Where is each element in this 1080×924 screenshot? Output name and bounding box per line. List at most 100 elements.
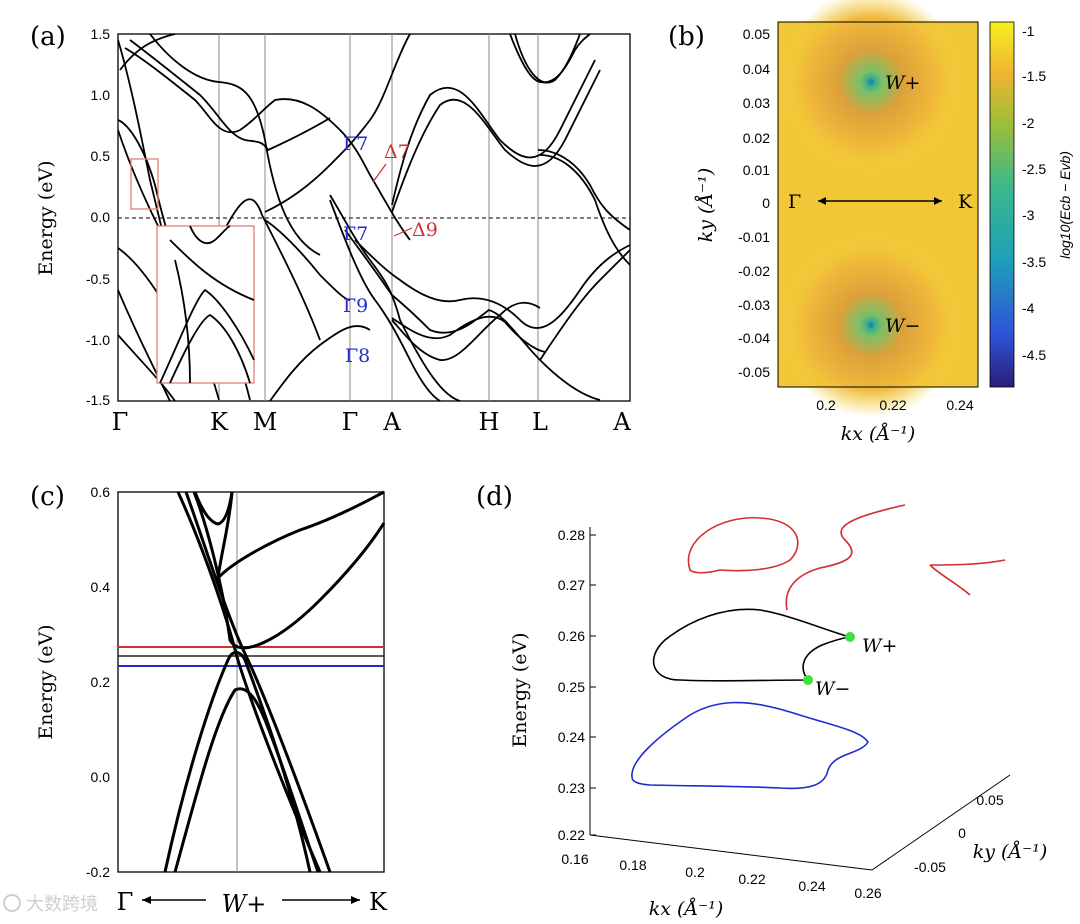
ytick-b-3: 0.02	[743, 130, 770, 146]
ytick-a-3: 0.0	[91, 209, 111, 225]
ytick-a-4: -0.5	[86, 271, 110, 287]
kpoint-label-0: Γ	[112, 408, 129, 436]
panel-b-xlabel: kx (Å⁻¹)	[841, 423, 915, 445]
panel-a-yticks: 1.5 1.0 0.5 0.0 -0.5 -1.0 -1.5	[86, 26, 110, 408]
weyl-plus-point	[868, 79, 874, 85]
ytick-b-0: 0.05	[743, 26, 770, 42]
ztick-d-0: 0.28	[558, 527, 585, 543]
ytick-a-6: -1.5	[86, 392, 110, 408]
panel-a-ylabel: Energy (eV)	[35, 160, 57, 275]
ytick-b-10: -0.05	[738, 364, 770, 380]
label-w-minus-d: W−	[815, 678, 850, 700]
cbar-tick-5: -3.5	[1022, 254, 1046, 270]
kpoint-label-5: H	[479, 408, 500, 436]
panel-d-xticks: 0.16 0.18 0.2 0.22 0.24 0.26	[561, 851, 881, 901]
label-gamma-b: Γ	[788, 191, 801, 213]
xtick-d-4: 0.24	[798, 878, 825, 894]
panel-c-yticks: 0.6 0.4 0.2 0.0 -0.2	[86, 484, 110, 880]
ytick-c-0: 0.6	[91, 484, 111, 500]
kytick-d-2: -0.05	[914, 859, 946, 875]
label-w-plus-b: W+	[885, 72, 920, 94]
zoom-box-small	[130, 158, 159, 210]
panel-c: (c) 0.6 0.4 0.2 0.0 -0.2 Energy (eV) Γ W…	[30, 482, 388, 918]
label-gamma9: Γ9	[343, 295, 368, 317]
arrowhead-gamma	[142, 896, 151, 904]
panel-c-label: (c)	[30, 482, 65, 512]
colorbar-ticks: -1 -1.5 -2 -2.5 -3 -3.5 -4 -4.5	[1022, 23, 1046, 363]
panel-d-zticks-marks	[590, 534, 596, 836]
label-gamma8: Γ8	[345, 345, 370, 367]
xtick-b-0: 0.2	[816, 397, 836, 413]
panel-b-label: (b)	[668, 22, 705, 52]
cbar-tick-2: -2	[1022, 115, 1035, 131]
panel-d-zticks: 0.28 0.27 0.26 0.25 0.24 0.23 0.22	[558, 527, 585, 843]
ytick-b-2: 0.03	[743, 95, 770, 111]
panel-d: (d) 0.28 0.27 0.26 0.25 0.24 0.23 0.22 E…	[476, 482, 1047, 920]
arrow-delta7	[372, 163, 387, 183]
xtick-d-0: 0.16	[561, 851, 588, 867]
label-gamma7-lower: Γ7	[343, 223, 368, 245]
xlabel-c-wplus: W+	[222, 890, 267, 918]
colorbar	[989, 21, 1015, 388]
kpoint-label-6: L	[532, 408, 548, 436]
panel-a-label: (a)	[30, 22, 66, 52]
label-w-plus-d: W+	[862, 635, 897, 657]
zoom-box-large	[156, 225, 255, 384]
xtick-d-2: 0.2	[685, 864, 705, 880]
ytick-c-2: 0.2	[91, 674, 111, 690]
cbar-tick-7: -4.5	[1022, 347, 1046, 363]
ytick-b-4: 0.01	[743, 162, 770, 178]
xlabel-c-gamma: Γ	[117, 888, 134, 916]
ytick-c-1: 0.4	[91, 579, 111, 595]
ytick-c-3: 0.0	[91, 769, 111, 785]
ytick-a-2: 0.5	[91, 148, 111, 164]
ztick-d-3: 0.25	[558, 679, 585, 695]
xtick-b-2: 0.24	[946, 397, 973, 413]
panel-b-ylabel: ky (Å⁻¹)	[695, 168, 717, 242]
ztick-d-5: 0.23	[558, 780, 585, 796]
cbar-tick-6: -4	[1022, 300, 1035, 316]
label-k-b: K	[958, 191, 973, 213]
label-w-minus-b: W−	[885, 315, 920, 337]
panel-c-frame	[117, 491, 385, 873]
weyl-plus-well	[779, 0, 963, 174]
kpoint-label-1: K	[210, 408, 229, 436]
ytick-a-5: -1.0	[86, 332, 110, 348]
panel-d-kyticks: 0.05 0 -0.05	[914, 792, 1004, 875]
heatmap-frame	[777, 21, 979, 388]
panel-b-yticks: 0.05 0.04 0.03 0.02 0.01 0 -0.01 -0.02 -…	[738, 26, 770, 380]
kpoint-label-4: A	[382, 408, 401, 436]
kytick-d-1: 0	[958, 825, 966, 841]
panel-d-axes	[589, 527, 1011, 871]
panel-b-xticks: 0.2 0.22 0.24	[816, 397, 974, 413]
panel-a: (a) 1.5 1.0 0.5 0.0 -0.5 -1.0 -1.5 Energ…	[30, 22, 631, 436]
cbar-tick-4: -3	[1022, 207, 1035, 223]
label-gamma7-upper: Γ7	[343, 133, 368, 155]
contour-red	[687, 504, 1006, 611]
arrowhead-k	[351, 896, 360, 904]
ztick-d-4: 0.24	[558, 729, 585, 745]
contour-blue	[631, 701, 869, 790]
watermark-text: 大数跨境	[26, 894, 98, 915]
kytick-d-0: 0.05	[976, 792, 1003, 808]
label-delta9: Δ9	[412, 219, 438, 241]
kpoint-label-3: Γ	[342, 408, 359, 436]
panel-d-kylabel: ky (Å⁻¹)	[973, 841, 1047, 863]
ztick-d-1: 0.27	[558, 577, 585, 593]
xtick-d-1: 0.18	[619, 857, 646, 873]
label-delta7: Δ7	[384, 141, 410, 163]
ytick-a-0: 1.5	[91, 26, 111, 42]
panel-d-ylabel: Energy (eV)	[509, 632, 531, 747]
weyl-minus-dot	[803, 675, 813, 685]
ytick-b-6: -0.01	[738, 229, 770, 245]
panel-b: (b) W+ W− Γ K 0.05 0.04 0.03 0.02 0.01 0…	[668, 0, 1073, 445]
panel-c-ylabel: Energy (eV)	[35, 624, 57, 739]
cbar-tick-0: -1	[1022, 23, 1035, 39]
ytick-c-4: -0.2	[86, 864, 110, 880]
kpoint-label-2: M	[253, 408, 278, 436]
cbar-tick-3: -2.5	[1022, 161, 1046, 177]
zoom-inset-bands	[159, 225, 255, 384]
watermark: 大数跨境	[3, 894, 98, 915]
panel-a-bands	[117, 33, 631, 402]
